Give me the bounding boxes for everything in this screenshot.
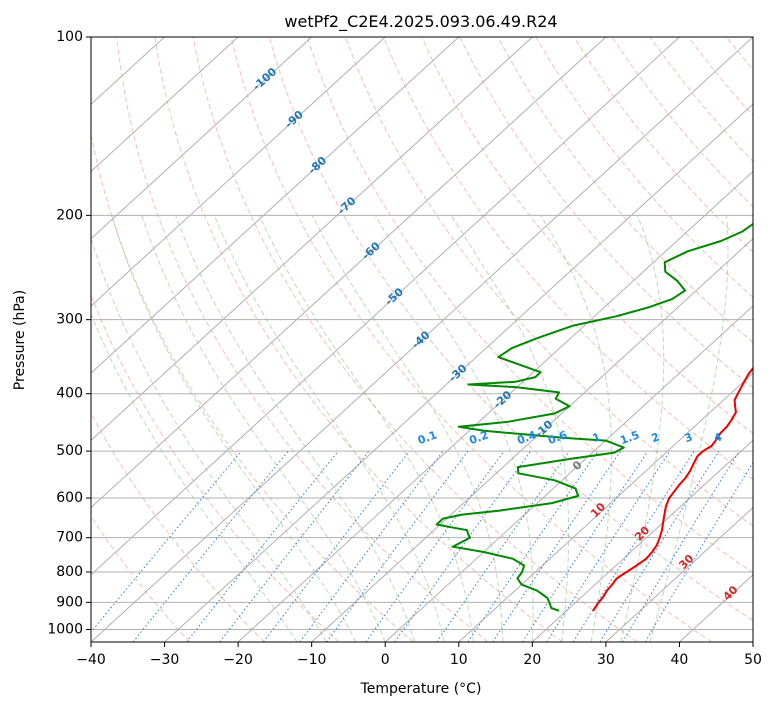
isotherm-line [531, 439, 753, 642]
y-tick-label: 400 [56, 386, 83, 402]
x-axis-ticks: −40 −30 −20 −10 0 10 20 30 40 50 [76, 642, 762, 668]
mixing-ratio-label: 0.2 [468, 428, 491, 447]
chart-title: wetPf2_C2E4.2025.093.06.49.R24 [284, 12, 557, 32]
moist-adiabat-line [649, 215, 729, 642]
dry-adiabat-line [421, 37, 753, 435]
mixing-ratio-line [365, 450, 505, 642]
mixing-ratio-line [522, 450, 649, 642]
moist-adiabat-line [141, 215, 386, 642]
moist-adiabat-line [258, 215, 474, 642]
moist-adiabat-line [311, 215, 504, 642]
mixing-ratio-line [572, 450, 695, 642]
y-tick-label: 900 [56, 594, 83, 610]
mixing-ratio-line [132, 450, 289, 642]
x-tick-label: −40 [76, 652, 106, 668]
isotherm-line [91, 37, 386, 307]
moist-adiabat-line [213, 215, 445, 642]
y-axis-title: Pressure (hPa) [12, 290, 28, 390]
mixing-ratio-label: 1 [591, 430, 603, 445]
x-tick-label: 20 [523, 652, 541, 668]
y-tick-label: 700 [56, 530, 83, 546]
mixing-ratio-label: 0.1 [416, 428, 439, 447]
isotherm-line [311, 237, 753, 642]
mixing-ratio-line [492, 450, 622, 642]
dry-adiabat-line [192, 37, 638, 642]
isotherm-line [164, 103, 753, 642]
x-tick-label: 30 [597, 652, 615, 668]
moist-adiabats [91, 215, 729, 642]
x-tick-label: 40 [671, 652, 689, 668]
isotherm-line [91, 37, 533, 442]
isobar-gridlines [91, 37, 753, 630]
mixing-ratio-label: 4 [712, 430, 724, 445]
mixing-ratio-line [186, 450, 339, 642]
moist-adiabat-line [175, 215, 416, 642]
x-tick-label: −20 [223, 652, 253, 668]
series-line [592, 366, 753, 612]
isotherm-line [91, 37, 607, 509]
isotherm-line [605, 506, 753, 642]
dry-adiabat-line [91, 412, 265, 642]
y-axis-ticks: 100 200 300 400 500 600 700 800 900 1000 [47, 29, 91, 637]
moist-adiabat-line [111, 215, 357, 642]
isotherm-line [384, 305, 753, 642]
isotherm-line [237, 170, 753, 642]
y-tick-label: 300 [56, 312, 83, 328]
mixing-ratio-label: 0.4 [515, 428, 538, 447]
y-tick-label: 600 [56, 490, 83, 506]
moist-adiabat-line [540, 215, 612, 642]
y-tick-label: 800 [56, 564, 83, 580]
mixing-ratio-line [546, 450, 671, 642]
profile-series [435, 222, 753, 612]
dry-adiabat-line [116, 37, 489, 642]
moist-adiabat-line [91, 236, 327, 642]
dry-adiabat-line [268, 37, 753, 622]
mixing-ratio-line [622, 450, 740, 642]
dry-adiabat-line [535, 37, 753, 298]
mixing-ratio-line [394, 450, 532, 642]
isotherm-line [458, 372, 753, 642]
dry-adiabat-line [306, 37, 753, 574]
x-tick-label: −30 [150, 652, 180, 668]
mixing-ratio-label: 3 [683, 430, 695, 445]
isotherm-line [91, 37, 239, 173]
x-tick-label: 50 [744, 652, 762, 668]
isotherm-line [91, 37, 313, 240]
mixing-ratio-line [299, 450, 444, 642]
y-tick-label: 200 [56, 207, 83, 223]
moist-adiabat-line [91, 312, 298, 642]
isotherm-line [91, 37, 753, 642]
dry-adiabat-line [154, 37, 563, 642]
mixing-ratio-line [644, 461, 753, 642]
x-axis-title: Temperature (°C) [360, 681, 482, 697]
y-tick-label: 100 [56, 29, 83, 45]
moist-adiabat-line [620, 215, 665, 642]
y-tick-label: 500 [56, 443, 83, 459]
x-tick-label: 10 [450, 652, 468, 668]
y-tick-label: 1000 [47, 621, 83, 637]
mixing-ratio-line [326, 450, 469, 642]
x-tick-label: 0 [381, 652, 390, 668]
isotherm-line [91, 37, 460, 374]
isotherm-line [91, 37, 680, 576]
mixing-ratio-lines [91, 450, 753, 642]
mixing-ratio-line [436, 450, 570, 642]
series-line [435, 222, 753, 612]
dry-adiabat-line [497, 37, 753, 344]
mixing-ratio-label: 1.5 [618, 428, 641, 447]
mixing-ratio-label: 2 [650, 430, 662, 445]
mixing-ratio-label: 0.6 [546, 428, 569, 447]
plot-frame [90, 36, 754, 643]
mixing-ratio-line [467, 450, 599, 642]
x-tick-label: −10 [297, 652, 327, 668]
isotherm-gridlines [91, 37, 753, 642]
